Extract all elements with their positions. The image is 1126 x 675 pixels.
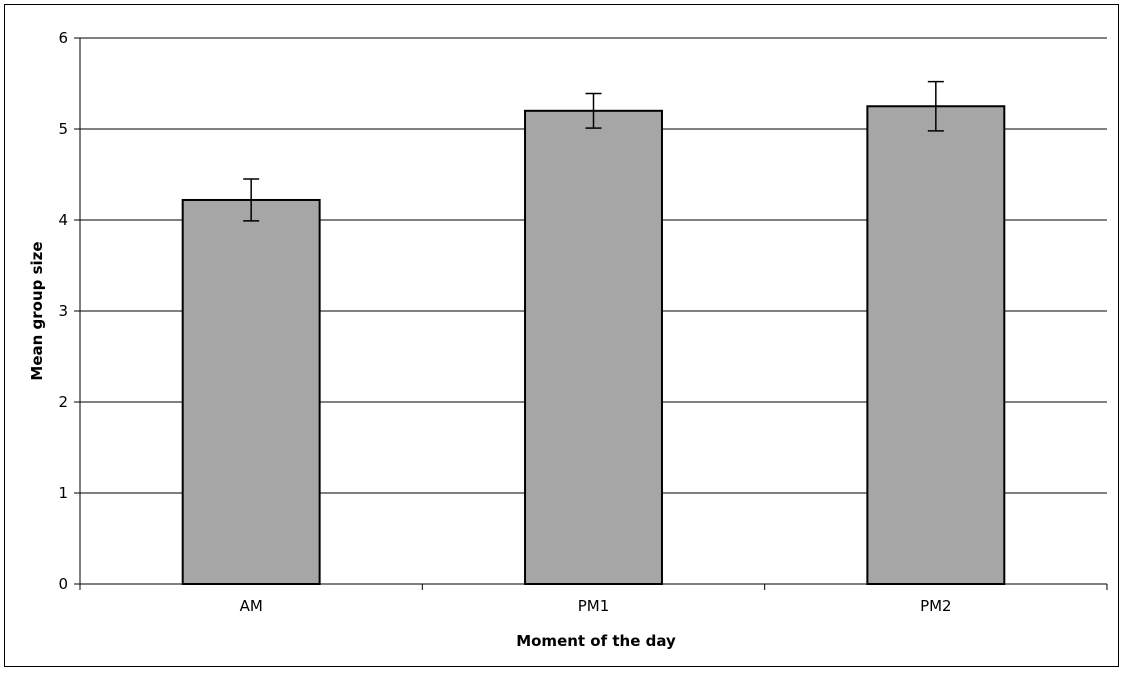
y-tick-label: 1: [58, 484, 68, 502]
y-tick-label: 2: [58, 393, 68, 411]
error-bars: [243, 80, 944, 222]
y-tick-label: 6: [58, 29, 68, 47]
y-axis-ticks: 0 1 2 3 4 5 6: [58, 29, 80, 593]
axes: [79, 38, 1107, 585]
x-axis-title: Moment of the day: [516, 632, 676, 650]
y-tick-label: 4: [58, 211, 68, 229]
y-tick-label: 0: [58, 575, 68, 593]
y-tick-label: 5: [58, 120, 68, 138]
bar-pm2: [866, 105, 1006, 585]
y-axis-title: Mean group size: [28, 241, 46, 380]
x-axis-ticks: AM PM1 PM2: [79, 584, 1108, 615]
bars: [181, 105, 1006, 586]
bar-pm1: [524, 109, 663, 586]
x-tick-label-pm1: PM1: [578, 597, 610, 615]
x-tick-label-pm2: PM2: [920, 597, 952, 615]
x-tick-label-am: AM: [240, 597, 263, 615]
bar-am: [181, 198, 321, 585]
y-tick-label: 3: [58, 302, 68, 320]
